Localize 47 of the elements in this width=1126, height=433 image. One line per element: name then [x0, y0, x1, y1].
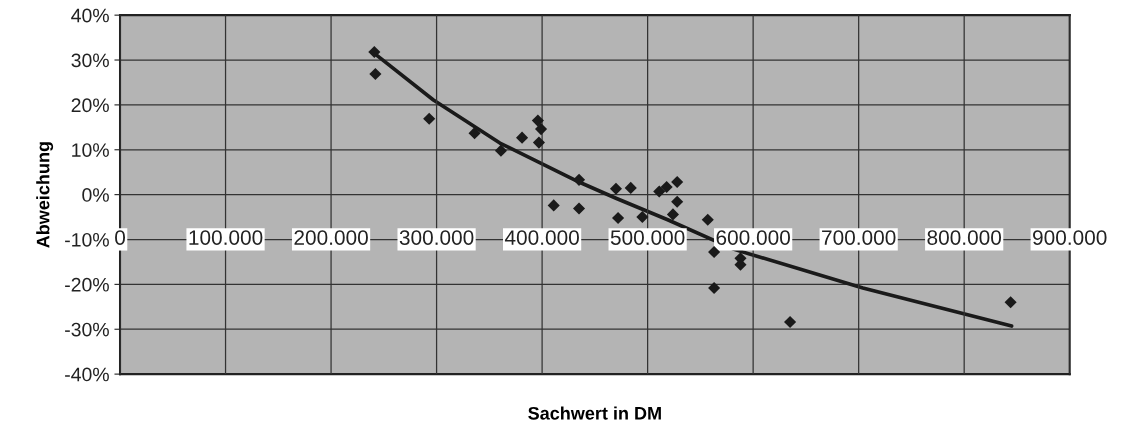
- x-tick-label: 800.000: [927, 230, 1002, 245]
- point: [468, 127, 481, 140]
- point: [368, 45, 381, 58]
- x-tick-label: 0: [115, 230, 126, 245]
- y-tick-label: 30%: [71, 53, 109, 68]
- point: [671, 195, 684, 208]
- point: [708, 246, 721, 259]
- point: [516, 131, 529, 144]
- point: [531, 114, 544, 127]
- x-tick-label: 600.000: [716, 230, 790, 245]
- x-axis-title: Sachwert in DM: [528, 406, 661, 420]
- point: [535, 123, 548, 136]
- x-tick-label: 700.000: [822, 230, 896, 245]
- y-tick-label: 20%: [71, 98, 109, 113]
- point: [612, 211, 625, 225]
- y-tick-label: 0%: [82, 188, 109, 202]
- point: [701, 213, 714, 226]
- y-tick-label: 10%: [72, 143, 109, 157]
- point: [624, 181, 637, 194]
- y-tick-label: -20%: [65, 277, 109, 292]
- point: [666, 208, 679, 221]
- x-tick-label: 200.000: [294, 230, 368, 245]
- x-tick-label: 100.000: [189, 230, 263, 245]
- y-axis-title: Abweichung: [36, 142, 54, 248]
- y-tick-label: -30%: [65, 322, 109, 337]
- y-tick-label: -10%: [65, 232, 109, 247]
- point: [671, 176, 684, 189]
- point: [609, 182, 623, 195]
- y-tick-label: -40%: [65, 367, 109, 382]
- point: [369, 67, 382, 80]
- point: [708, 281, 721, 295]
- point: [494, 144, 508, 157]
- x-tick-label: 300.000: [399, 230, 474, 245]
- x-tick-label: 900.000: [1033, 230, 1107, 245]
- point: [636, 211, 649, 224]
- y-tick-label: 40%: [71, 8, 109, 23]
- point: [784, 316, 797, 329]
- point: [532, 136, 545, 149]
- x-tick-label: 500.000: [610, 230, 685, 245]
- point: [572, 173, 586, 186]
- x-tick-label: 400.000: [504, 230, 579, 245]
- point: [660, 180, 673, 194]
- point: [653, 185, 666, 198]
- point: [547, 199, 560, 212]
- point: [572, 202, 586, 215]
- point: [423, 112, 436, 125]
- point: [1004, 296, 1017, 309]
